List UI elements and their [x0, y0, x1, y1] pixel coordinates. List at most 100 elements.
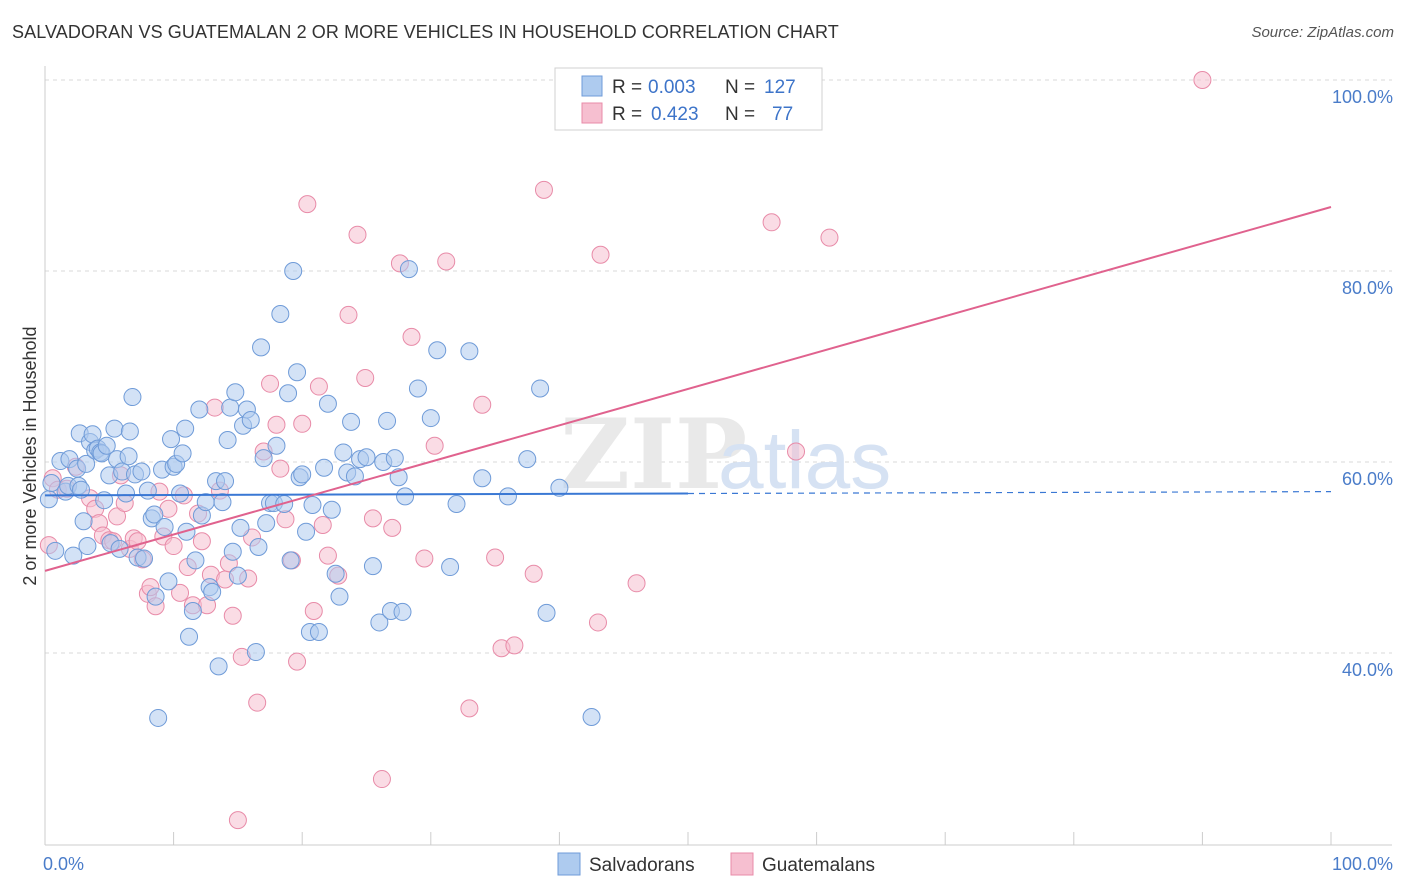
salvadorans-point	[241, 410, 260, 429]
guatemalans-point	[787, 442, 806, 461]
salvadorans-point	[322, 500, 341, 519]
salvadorans-point	[213, 493, 232, 512]
guatemalans-point	[293, 414, 312, 433]
salvadorans-point	[226, 383, 245, 402]
salvadorans-point	[460, 342, 479, 361]
salvadorans-point	[221, 398, 240, 417]
salvadorans-trend-line	[44, 492, 689, 497]
legend-r-value-1: 0.003	[648, 77, 696, 98]
salvadorans-point	[209, 657, 228, 676]
y-tick-label-100: 100.0%	[1332, 87, 1393, 107]
salvadorans-point	[363, 557, 382, 576]
y-tick-label-60: 60.0%	[1342, 469, 1393, 489]
salvadorans-point	[176, 419, 195, 438]
trend-lines	[44, 206, 1332, 572]
salvadorans-point	[46, 541, 65, 560]
salvadorans-point	[132, 462, 151, 481]
guatemalans-point	[534, 180, 553, 199]
legend-n-label-2: N =	[725, 104, 755, 125]
guatemalans-point	[267, 415, 286, 434]
salvadorans-point	[271, 304, 290, 323]
legend-r-label-2: R =	[612, 104, 642, 125]
salvadorans-point	[393, 602, 412, 621]
salvadorans-point	[441, 558, 460, 577]
salvadorans-point	[309, 622, 328, 641]
salvadorans-point	[246, 643, 265, 662]
salvadorans-point	[186, 551, 205, 570]
salvadorans-point	[231, 518, 250, 537]
salvadorans-point	[77, 454, 96, 473]
guatemalans-point	[762, 213, 781, 232]
legend-r-label-1: R =	[612, 77, 642, 98]
salvadorans-point	[318, 394, 337, 413]
guatemalans-point	[228, 811, 247, 830]
guatemalans-point	[437, 252, 456, 271]
guatemalans-point	[372, 770, 391, 789]
guatemalans-point	[205, 398, 224, 417]
salvadorans-point	[267, 436, 286, 455]
guatemalans-points	[39, 71, 1212, 830]
guatemalans-point	[304, 601, 323, 620]
salvadorans-point	[97, 436, 116, 455]
salvadorans-point	[303, 495, 322, 514]
tick-labels: 40.0% 60.0% 80.0% 100.0% 0.0% 100.0%	[43, 87, 1393, 874]
salvadorans-point	[223, 542, 242, 561]
salvadorans-point	[120, 422, 139, 441]
salvadorans-point	[249, 537, 268, 556]
salvadorans-point	[146, 587, 165, 606]
source-label: Source: ZipAtlas.com	[1251, 24, 1394, 41]
salvadorans-point	[254, 449, 273, 468]
legend-r-value-2: 0.423	[651, 104, 699, 125]
guatemalans-point	[486, 548, 505, 567]
guatemalans-point	[1193, 71, 1212, 89]
salvadorans-point	[342, 412, 361, 431]
salvadorans-point	[357, 448, 376, 467]
guatemalans-point	[318, 546, 337, 565]
guatemalans-point	[524, 564, 543, 583]
salvadorans-point	[145, 505, 164, 524]
salvadorans-point	[252, 338, 271, 357]
salvadorans-point	[117, 484, 136, 503]
y-tick-label-80: 80.0%	[1342, 278, 1393, 298]
salvadorans-point	[135, 549, 154, 568]
bottom-legend-swatch-guatemalans	[730, 852, 754, 876]
guatemalans-point	[298, 195, 317, 214]
salvadorans-point	[173, 444, 192, 463]
salvadorans-point	[297, 522, 316, 541]
x-tick-label-100: 100.0%	[1332, 854, 1393, 874]
chart-title: SALVADORAN VS GUATEMALAN 2 OR MORE VEHIC…	[12, 22, 839, 42]
salvadorans-point	[326, 564, 345, 583]
bottom-legend-swatch-salvadorans	[557, 852, 581, 876]
salvadorans-point	[183, 601, 202, 620]
guatemalans-point	[425, 436, 444, 455]
salvadorans-point	[64, 546, 83, 565]
salvadorans-point	[123, 388, 142, 407]
salvadorans-point	[279, 384, 298, 403]
salvadorans-point	[138, 481, 157, 500]
salvadorans-point	[74, 512, 93, 531]
guatemalans-point	[591, 245, 610, 264]
salvadorans-point	[428, 341, 447, 360]
guatemalans-point	[339, 305, 358, 324]
legend-n-value-2: 77	[772, 104, 793, 125]
salvadorans-point	[370, 613, 389, 632]
salvadorans-point	[159, 572, 178, 591]
watermark-atlas: atlas	[718, 415, 891, 506]
guatemalans-point	[383, 518, 402, 537]
salvadorans-point	[78, 537, 97, 556]
axes	[44, 66, 1392, 846]
salvadorans-point	[531, 379, 550, 398]
salvadorans-point	[288, 363, 307, 382]
guatemalans-trend-line	[44, 206, 1332, 572]
guatemalans-point	[473, 395, 492, 414]
salvadorans-point	[498, 487, 517, 506]
salvadorans-point	[408, 379, 427, 398]
salvadorans-point	[550, 478, 569, 497]
guatemalans-point	[261, 374, 280, 393]
guatemalans-point	[460, 699, 479, 718]
salvadorans-point	[190, 400, 209, 419]
salvadorans-point	[396, 487, 415, 506]
salvadorans-point	[518, 450, 537, 469]
salvadorans-point	[72, 480, 91, 499]
